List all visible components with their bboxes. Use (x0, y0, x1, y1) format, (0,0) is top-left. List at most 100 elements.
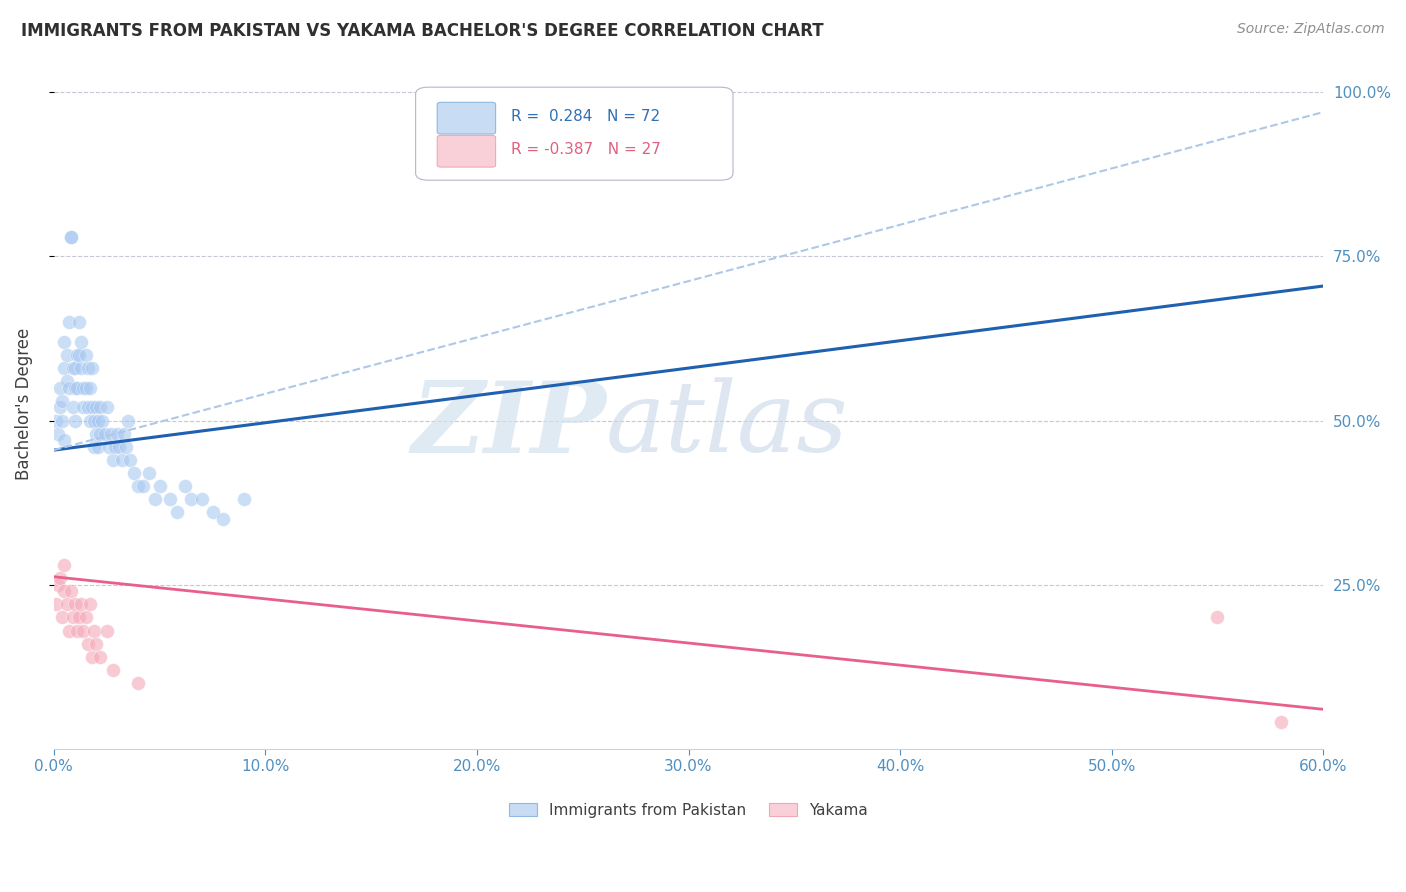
Point (127, 676, 149, 690)
Point (97, 440, 120, 454)
Point (67, 348, 90, 362)
Point (80, 361, 103, 376)
Point (89, 401, 111, 415)
Point (70, 597, 93, 611)
Point (101, 663, 124, 677)
Point (87, 413, 110, 427)
Point (72, 401, 94, 415)
Point (83, 413, 105, 427)
Point (51, 413, 73, 427)
Point (72, 624, 94, 638)
Point (55, 597, 77, 611)
Point (93, 426, 115, 441)
Point (70, 361, 93, 376)
Point (59, 229, 82, 244)
Point (55, 348, 77, 362)
Point (53, 361, 76, 376)
FancyBboxPatch shape (437, 103, 495, 134)
Point (84, 637, 107, 651)
Point (75, 610, 97, 624)
Point (45, 597, 67, 611)
Point (127, 479, 149, 493)
Point (83, 440, 105, 454)
Point (80, 401, 103, 415)
Point (58, 624, 80, 638)
Point (59, 229, 82, 244)
Point (87, 440, 110, 454)
Point (49, 401, 72, 415)
Point (70, 334, 93, 349)
Point (180, 492, 202, 507)
Point (108, 440, 131, 454)
Point (55, 374, 77, 388)
Point (104, 440, 127, 454)
Point (212, 512, 235, 526)
Text: ZIP: ZIP (411, 376, 606, 473)
Point (58, 381, 80, 395)
Point (66, 348, 89, 362)
Point (1270, 715, 1292, 730)
Point (79, 381, 101, 395)
Point (72, 381, 94, 395)
Point (66, 624, 89, 638)
Point (53, 558, 76, 572)
Text: R = -0.387   N = 27: R = -0.387 N = 27 (510, 143, 661, 157)
Point (201, 505, 224, 519)
Point (114, 440, 136, 454)
Point (53, 584, 76, 599)
Point (76, 637, 98, 651)
Point (174, 479, 197, 493)
Point (159, 492, 181, 507)
Point (76, 401, 98, 415)
Point (62, 401, 84, 415)
Point (62, 361, 84, 376)
Point (67, 315, 90, 329)
FancyBboxPatch shape (437, 136, 495, 167)
Point (75, 381, 97, 395)
Point (66, 381, 89, 395)
Point (191, 492, 214, 507)
Text: IMMIGRANTS FROM PAKISTAN VS YAKAMA BACHELOR'S DEGREE CORRELATION CHART: IMMIGRANTS FROM PAKISTAN VS YAKAMA BACHE… (21, 22, 824, 40)
Point (91, 413, 114, 427)
Point (112, 426, 135, 441)
Point (118, 453, 141, 467)
Point (233, 492, 256, 507)
Point (100, 426, 122, 441)
Point (59, 584, 82, 599)
Point (80, 649, 103, 664)
Point (110, 453, 132, 467)
Point (62, 610, 84, 624)
Point (76, 361, 98, 376)
Point (89, 649, 111, 664)
Point (79, 413, 101, 427)
Point (51, 610, 73, 624)
Point (45, 413, 67, 427)
Point (96, 401, 118, 415)
Point (83, 624, 105, 638)
Point (51, 393, 73, 408)
Point (131, 479, 153, 493)
Point (63, 361, 86, 376)
Point (1206, 610, 1229, 624)
Point (84, 426, 107, 441)
Point (84, 401, 107, 415)
Point (53, 434, 76, 448)
Point (101, 453, 124, 467)
Point (122, 466, 145, 480)
Point (105, 426, 128, 441)
Point (63, 413, 86, 427)
Point (67, 610, 90, 624)
Point (96, 624, 118, 638)
Point (63, 597, 86, 611)
Point (46, 577, 69, 591)
Point (63, 381, 86, 395)
Text: Source: ZipAtlas.com: Source: ZipAtlas.com (1237, 22, 1385, 37)
FancyBboxPatch shape (416, 87, 733, 180)
Point (138, 466, 160, 480)
Point (117, 413, 139, 427)
Point (58, 315, 80, 329)
Point (49, 571, 72, 585)
Y-axis label: Bachelor's Degree: Bachelor's Degree (15, 328, 32, 480)
Legend: Immigrants from Pakistan, Yakama: Immigrants from Pakistan, Yakama (503, 797, 873, 823)
Point (49, 381, 72, 395)
